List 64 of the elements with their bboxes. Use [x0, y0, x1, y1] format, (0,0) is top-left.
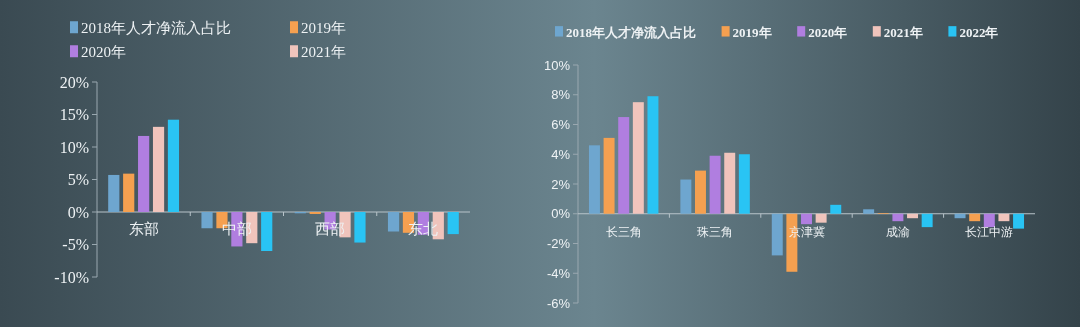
- legend-label: 2021年: [301, 44, 346, 61]
- y-tick-label: 5%: [67, 171, 89, 189]
- y-tick-label: 6%: [551, 117, 571, 133]
- y-tick-label: 4%: [551, 146, 571, 162]
- bar: [123, 173, 135, 212]
- bar: [983, 213, 995, 228]
- bar: [261, 212, 273, 251]
- bar: [167, 119, 180, 212]
- bar: [152, 126, 165, 212]
- bar: [618, 117, 630, 214]
- bar: [738, 154, 750, 214]
- legend-label: 2022年: [959, 24, 999, 40]
- legend-label: 2021年: [883, 24, 923, 40]
- y-tick-label: -6%: [546, 295, 571, 311]
- bar: [647, 96, 659, 214]
- bar: [815, 213, 827, 223]
- y-tick-label: 2%: [551, 176, 571, 192]
- legend-label: 2018年人才净流入占比: [81, 20, 231, 37]
- bar: [138, 135, 150, 212]
- bar: [588, 145, 600, 214]
- y-tick-label: 10%: [59, 138, 89, 156]
- y-tick-label: 20%: [59, 73, 89, 91]
- bar: [354, 212, 366, 243]
- bar: [771, 213, 783, 256]
- x-tick-label: 长三角: [605, 224, 642, 239]
- bar: [830, 204, 842, 214]
- bar: [892, 213, 904, 222]
- y-tick-label: 0%: [67, 203, 89, 221]
- bar: [694, 170, 706, 214]
- legend-label: 2020年: [81, 44, 126, 61]
- legend-label: 2018年人才净流入占比: [566, 24, 696, 40]
- x-tick-label: 东部: [128, 221, 159, 237]
- bar: [801, 213, 812, 225]
- y-tick-label: 0%: [551, 206, 571, 222]
- y-tick-label: -2%: [546, 236, 571, 252]
- bar: [921, 213, 933, 228]
- bar: [954, 213, 966, 219]
- bar: [447, 212, 459, 235]
- x-tick-label: 长江中游: [965, 224, 1014, 239]
- y-tick-label: -10%: [54, 268, 89, 286]
- y-tick-label: 10%: [543, 57, 571, 73]
- y-tick-label: -5%: [62, 236, 89, 254]
- bar: [863, 209, 875, 214]
- x-tick-label: 东北: [408, 221, 439, 237]
- y-tick-label: -4%: [546, 265, 571, 281]
- y-tick-label: 15%: [59, 106, 89, 124]
- bar: [1013, 213, 1025, 229]
- bar: [680, 179, 692, 214]
- legend-label: 2019年: [732, 24, 772, 40]
- legend-label: 2019年: [301, 20, 346, 37]
- bar: [709, 155, 721, 214]
- bar: [907, 213, 919, 219]
- x-tick-label: 成渝: [885, 224, 910, 239]
- bar: [969, 213, 981, 222]
- bar: [387, 212, 400, 232]
- y-tick-label: 8%: [551, 87, 571, 103]
- bar: [603, 137, 615, 214]
- bar: [724, 152, 736, 214]
- x-tick-label: 珠三角: [697, 224, 734, 239]
- bar: [108, 174, 120, 212]
- bar: [998, 213, 1010, 222]
- legend-label: 2020年: [808, 24, 848, 40]
- bar: [632, 102, 644, 214]
- bar: [201, 212, 213, 229]
